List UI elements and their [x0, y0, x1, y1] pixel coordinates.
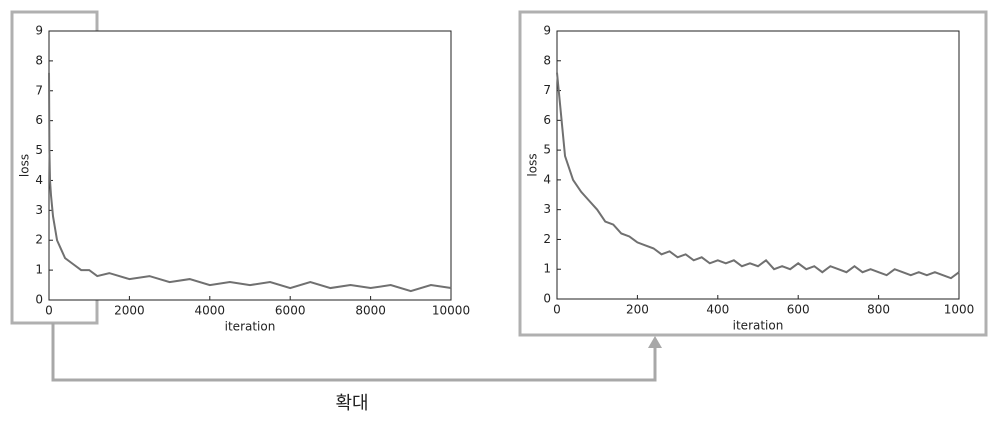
- y-tick-label: 6: [543, 113, 551, 127]
- x-axis-label: iteration: [733, 319, 784, 333]
- y-tick-label: 9: [35, 24, 43, 38]
- zoom-arrow: [51, 323, 657, 382]
- y-tick-label: 2: [543, 232, 551, 246]
- y-tick-label: 3: [543, 202, 551, 216]
- x-axis-label: iteration: [225, 320, 276, 334]
- loss-line: [48, 72, 452, 293]
- x-tick-label: 6000: [275, 304, 306, 318]
- loss-line: [556, 72, 960, 280]
- annotation: 확대: [335, 393, 368, 414]
- x-tick-label: 0: [553, 303, 561, 317]
- y-tick-label: 3: [35, 203, 43, 217]
- y-tick-label: 7: [35, 83, 43, 97]
- arrow-head: [648, 336, 662, 348]
- y-tick-label: 6: [35, 113, 43, 127]
- y-tick-label: 0: [35, 293, 43, 307]
- zoom-frame: [518, 10, 988, 337]
- x-tick-label: 800: [867, 303, 890, 317]
- x-tick-label: 400: [706, 303, 729, 317]
- y-axis-label: loss: [526, 153, 540, 176]
- y-tick-label: 8: [543, 53, 551, 67]
- x-tick-label: 1000: [944, 303, 975, 317]
- y-tick-label: 9: [543, 24, 551, 38]
- plot-area: [48, 30, 452, 301]
- y-tick-label: 4: [543, 172, 551, 186]
- y-tick-label: 0: [543, 292, 551, 306]
- plot-area: [556, 30, 960, 300]
- x-tick-label: 0: [45, 304, 53, 318]
- x-tick-label: 600: [787, 303, 810, 317]
- y-tick-label: 5: [543, 143, 551, 157]
- y-tick-label: 7: [543, 83, 551, 97]
- y-tick-label: 4: [35, 173, 43, 187]
- x-tick-label: 200: [626, 303, 649, 317]
- y-tick-label: 1: [35, 263, 43, 277]
- y-tick-label: 5: [35, 143, 43, 157]
- x-tick-label: 4000: [195, 304, 226, 318]
- y-tick-label: 1: [543, 262, 551, 276]
- y-tick-label: 2: [35, 233, 43, 247]
- x-tick-label: 10000: [432, 304, 470, 318]
- y-axis-label: loss: [18, 154, 32, 177]
- y-tick-label: 8: [35, 53, 43, 67]
- x-tick-label: 2000: [114, 304, 145, 318]
- x-tick-label: 8000: [355, 304, 386, 318]
